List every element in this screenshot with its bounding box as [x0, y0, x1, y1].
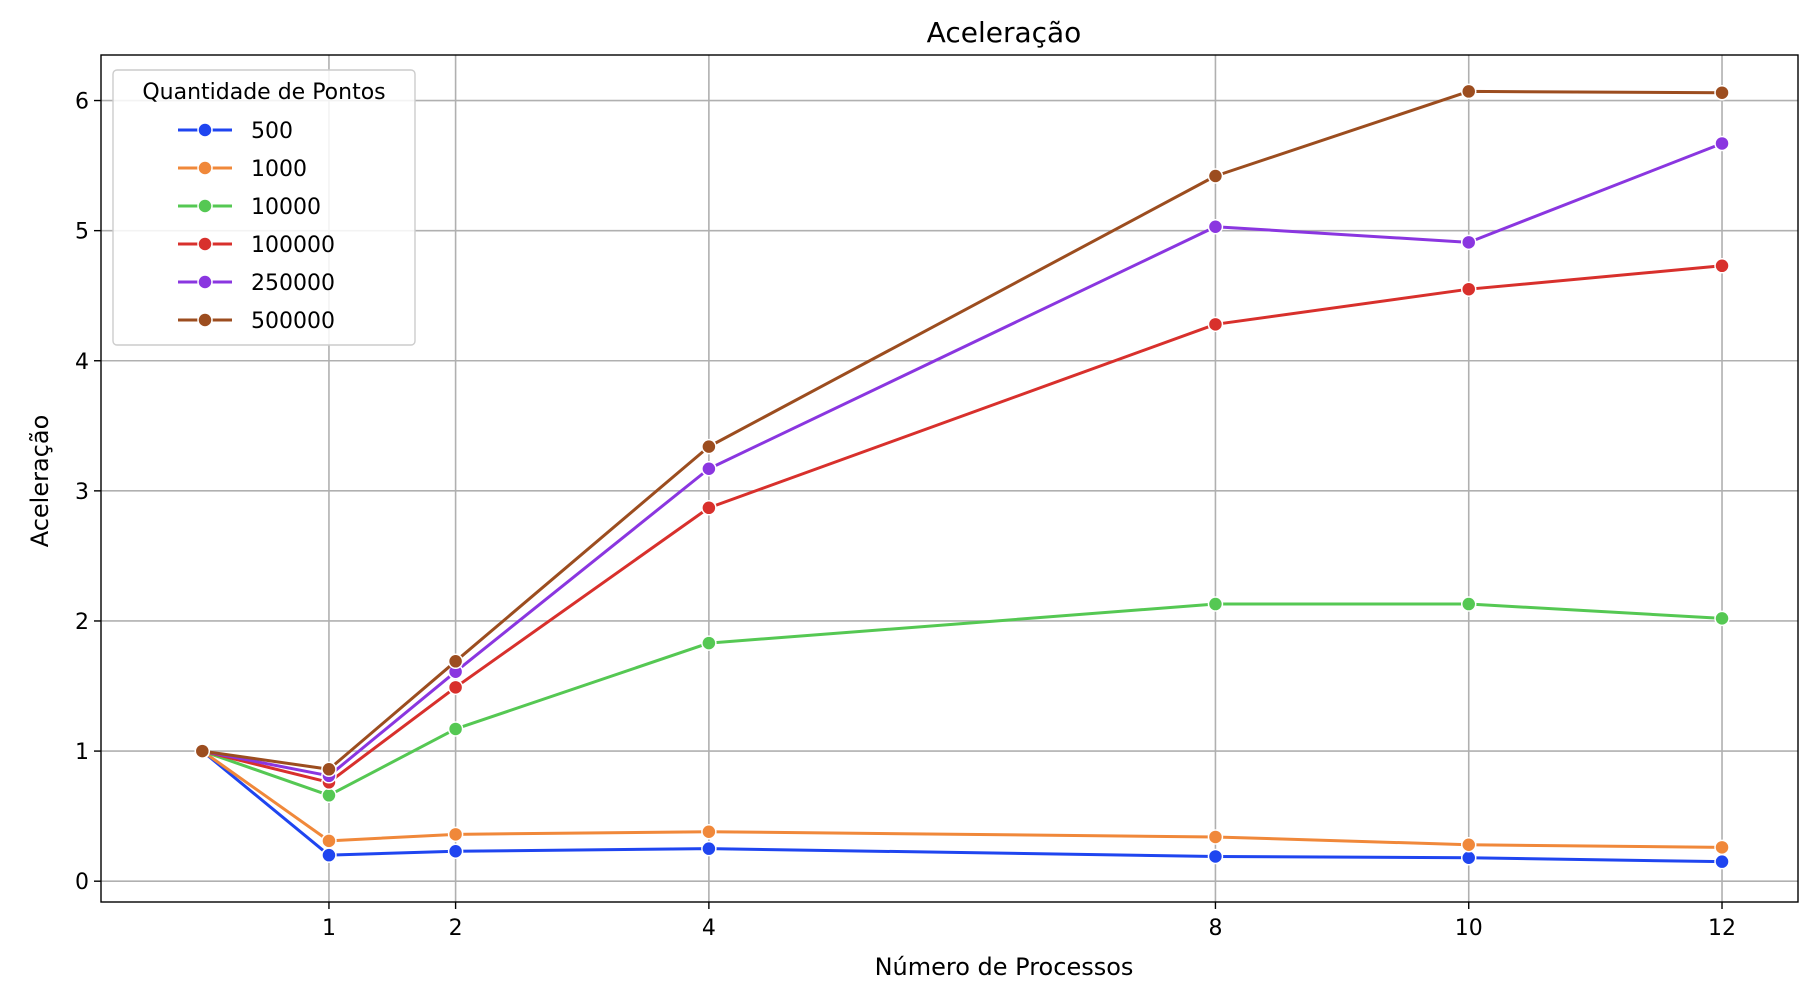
data-point: [447, 653, 464, 670]
data-point: [701, 840, 717, 857]
legend-marker: [197, 274, 213, 290]
data-point: [194, 743, 211, 759]
data-point: [321, 847, 337, 863]
data-point: [321, 787, 337, 804]
data-point: [321, 833, 337, 849]
legend-marker: [197, 198, 213, 214]
data-point: [1460, 837, 1477, 853]
legend-label: 250000: [251, 271, 335, 296]
legend-entry-500: 500: [178, 119, 293, 144]
data-point: [1460, 234, 1477, 251]
data-point: [1207, 848, 1224, 865]
data-point: [1714, 839, 1730, 856]
x-tick-label: 4: [702, 916, 716, 941]
data-point: [1207, 316, 1224, 333]
data-point: [1207, 829, 1224, 845]
legend-title: Quantidade de Pontos: [142, 80, 385, 105]
legend-marker: [197, 236, 213, 252]
data-point: [321, 761, 337, 778]
y-tick-label: 1: [75, 740, 89, 765]
data-point: [701, 438, 717, 455]
data-point: [1207, 168, 1224, 184]
x-ticks: 1 2 4 8 10 12: [322, 902, 1736, 941]
data-point: [447, 843, 464, 860]
legend-label: 100000: [251, 233, 335, 258]
legend-label: 500: [251, 119, 293, 144]
legend-label: 10000: [251, 195, 321, 220]
data-point: [447, 826, 464, 843]
data-point: [1714, 84, 1730, 101]
series-layer: [194, 83, 1730, 870]
x-tick-label: 8: [1208, 916, 1222, 941]
data-point: [701, 500, 717, 516]
legend-entry-250000: 250000: [178, 271, 335, 296]
data-point: [1714, 135, 1730, 152]
y-tick-label: 3: [75, 480, 89, 505]
data-point: [1714, 853, 1730, 870]
data-point: [701, 823, 717, 840]
plot-frame: [100, 54, 1799, 903]
series-500000: [194, 83, 1730, 778]
legend: Quantidade de Pontos 500 1000 10000 100000 2…: [112, 69, 416, 346]
x-tick-label: 1: [322, 916, 336, 941]
legend-entry-100000: 100000: [178, 233, 335, 258]
x-tick-label: 12: [1708, 916, 1736, 941]
legend-label: 1000: [251, 157, 307, 182]
data-point: [1460, 596, 1477, 612]
data-point: [1460, 850, 1477, 866]
y-tick-label: 0: [75, 870, 89, 895]
data-point: [1207, 596, 1224, 612]
x-axis-label: Número de Processos: [875, 953, 1134, 981]
legend-marker: [197, 312, 213, 328]
data-point: [447, 679, 464, 696]
data-point: [1460, 83, 1477, 100]
legend-entries: 500 1000 10000 100000 250000 500000: [178, 119, 335, 334]
x-tick-label: 2: [449, 916, 463, 941]
grid: [101, 55, 1798, 902]
legend-entry-500000: 500000: [178, 309, 335, 334]
y-tick-label: 5: [75, 220, 89, 245]
legend-box: [112, 69, 416, 346]
data-point: [701, 635, 717, 651]
data-point: [701, 460, 717, 477]
data-point: [447, 721, 464, 737]
data-point: [1460, 281, 1477, 297]
legend-entry-10000: 10000: [178, 195, 321, 220]
y-tick-label: 6: [75, 90, 89, 115]
data-point: [1207, 218, 1224, 235]
legend-marker: [197, 160, 213, 176]
y-ticks: 0 1 2 3 4 5 6: [75, 90, 101, 895]
data-point: [1714, 258, 1730, 274]
y-tick-label: 2: [75, 610, 89, 635]
chart-title: Aceleração: [927, 16, 1082, 49]
legend-label: 500000: [251, 309, 335, 334]
legend-marker: [197, 122, 213, 138]
data-point: [1714, 610, 1730, 627]
y-tick-label: 4: [75, 350, 89, 375]
y-axis-label: Aceleração: [26, 415, 54, 548]
x-tick-label: 10: [1455, 916, 1483, 941]
legend-entry-1000: 1000: [178, 157, 307, 182]
